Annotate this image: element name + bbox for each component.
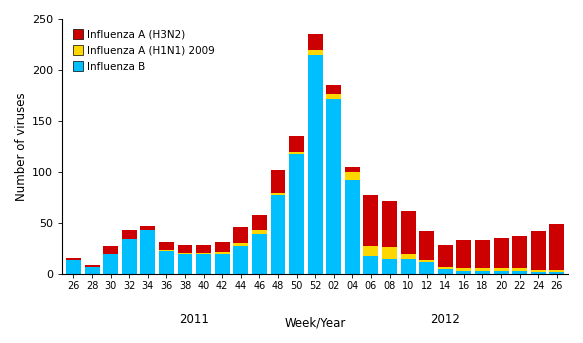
Bar bbox=[271, 170, 286, 193]
Bar bbox=[178, 254, 192, 274]
Bar bbox=[252, 215, 267, 230]
Bar bbox=[494, 238, 508, 268]
Bar bbox=[159, 251, 174, 274]
Bar bbox=[363, 256, 378, 274]
Bar bbox=[252, 230, 267, 234]
Bar bbox=[271, 195, 286, 274]
Bar bbox=[196, 245, 211, 253]
Text: 2012: 2012 bbox=[430, 313, 460, 326]
Bar bbox=[419, 262, 434, 274]
Bar bbox=[456, 271, 471, 274]
Bar bbox=[233, 227, 248, 243]
Bar bbox=[419, 260, 434, 262]
Bar bbox=[531, 270, 546, 272]
Bar bbox=[401, 211, 416, 254]
Bar bbox=[326, 99, 341, 274]
Y-axis label: Number of viruses: Number of viruses bbox=[15, 92, 28, 201]
Bar bbox=[363, 246, 378, 256]
Bar bbox=[178, 253, 192, 254]
Bar bbox=[438, 245, 453, 267]
Legend: Influenza A (H3N2), Influenza A (H1N1) 2009, Influenza B: Influenza A (H3N2), Influenza A (H1N1) 2… bbox=[68, 24, 220, 77]
Bar bbox=[141, 226, 155, 230]
Bar bbox=[326, 85, 341, 94]
Bar bbox=[66, 260, 81, 274]
Bar bbox=[196, 253, 211, 254]
Bar bbox=[475, 240, 490, 268]
Bar bbox=[122, 239, 136, 274]
Bar bbox=[326, 94, 341, 99]
Bar bbox=[252, 234, 267, 274]
Bar bbox=[401, 254, 416, 259]
Bar bbox=[438, 269, 453, 274]
Bar bbox=[159, 242, 174, 250]
Bar bbox=[363, 195, 378, 246]
Bar bbox=[345, 167, 360, 172]
Bar bbox=[475, 271, 490, 274]
Bar bbox=[456, 268, 471, 271]
Bar bbox=[215, 254, 230, 274]
Bar bbox=[159, 250, 174, 251]
Bar bbox=[438, 267, 453, 269]
Bar bbox=[233, 246, 248, 274]
Bar bbox=[289, 152, 304, 154]
Bar bbox=[494, 271, 508, 274]
Bar bbox=[531, 232, 546, 270]
Bar bbox=[494, 268, 508, 271]
Bar bbox=[103, 246, 118, 254]
Bar bbox=[178, 245, 192, 253]
Bar bbox=[85, 267, 100, 274]
Bar bbox=[196, 254, 211, 274]
Bar bbox=[308, 34, 322, 50]
Bar bbox=[475, 268, 490, 271]
Bar bbox=[85, 265, 100, 267]
Bar bbox=[233, 243, 248, 246]
Bar bbox=[382, 259, 397, 274]
Bar bbox=[345, 180, 360, 274]
Bar bbox=[549, 224, 564, 270]
Bar bbox=[401, 259, 416, 274]
Bar bbox=[289, 137, 304, 152]
Bar bbox=[531, 272, 546, 274]
Bar bbox=[512, 236, 527, 268]
Bar bbox=[549, 272, 564, 274]
Bar bbox=[66, 258, 81, 260]
Bar bbox=[308, 55, 322, 274]
X-axis label: Week/Year: Week/Year bbox=[285, 316, 346, 329]
Bar bbox=[512, 268, 527, 271]
Bar bbox=[141, 230, 155, 274]
Bar bbox=[382, 201, 397, 247]
Bar bbox=[271, 193, 286, 195]
Bar bbox=[103, 254, 118, 274]
Bar bbox=[382, 247, 397, 259]
Bar bbox=[308, 50, 322, 55]
Bar bbox=[215, 242, 230, 252]
Bar bbox=[345, 172, 360, 180]
Bar bbox=[122, 230, 136, 239]
Bar bbox=[215, 252, 230, 254]
Bar bbox=[289, 154, 304, 274]
Bar bbox=[419, 232, 434, 260]
Bar bbox=[549, 270, 564, 272]
Bar bbox=[456, 240, 471, 268]
Bar bbox=[512, 271, 527, 274]
Text: 2011: 2011 bbox=[180, 313, 209, 326]
